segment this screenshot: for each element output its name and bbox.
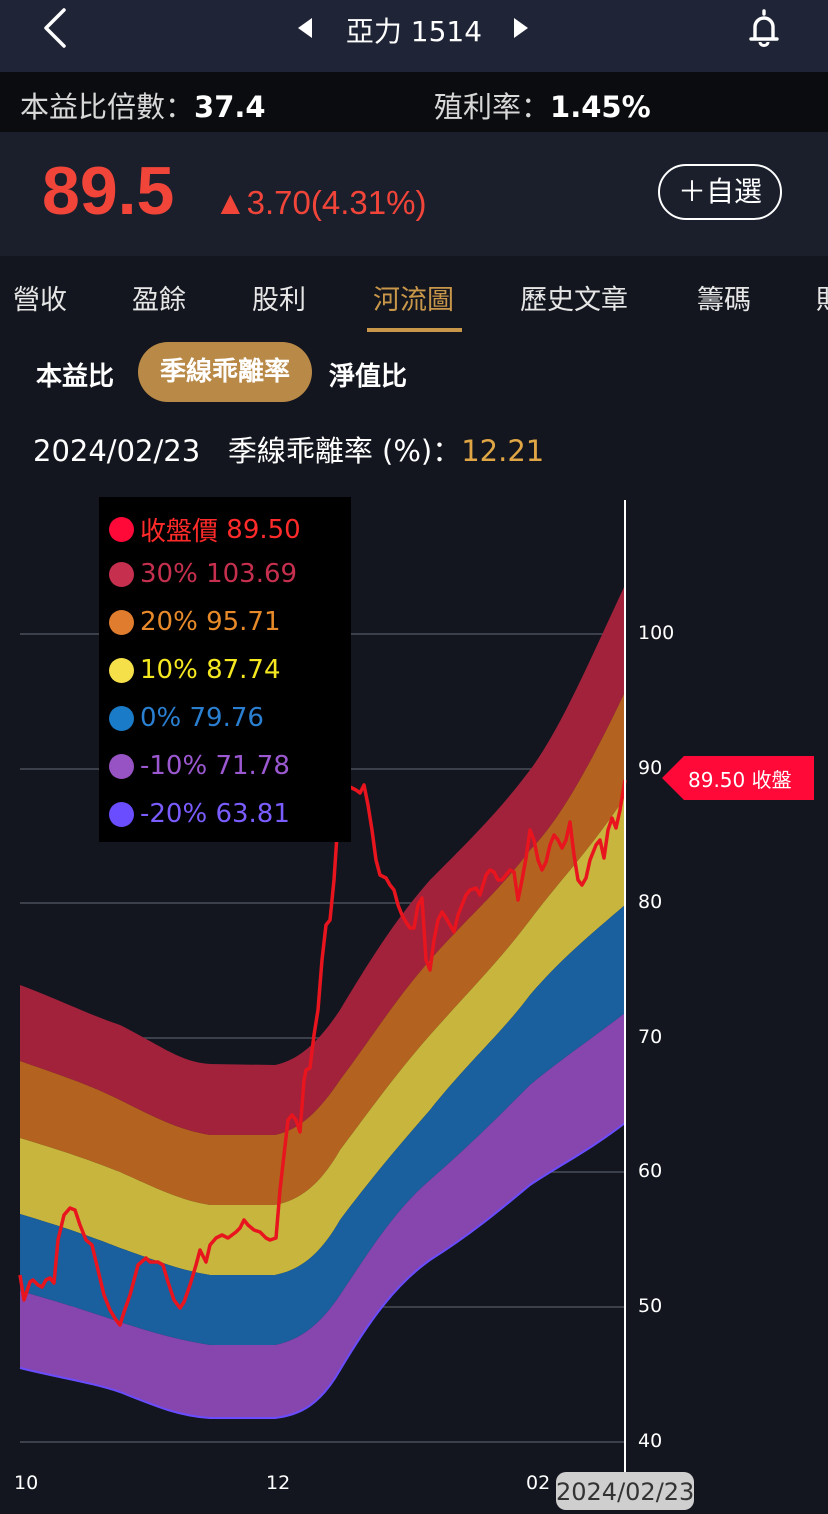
active-tab-indicator [367, 328, 462, 332]
y-tick-80: 80 [638, 891, 663, 913]
legend-value: 71.78 [215, 751, 290, 781]
last-price: 89.5 [42, 153, 175, 229]
top-nav-bar: 亞力 1514 [0, 0, 828, 72]
y-tick-50: 50 [638, 1295, 663, 1317]
next-stock-icon[interactable] [514, 18, 528, 38]
y-tick-40: 40 [638, 1430, 663, 1452]
legend-name: -10% [140, 751, 208, 781]
chart-info-line: 2024/02/23 季線乖離率 (%)：12.21 [33, 428, 544, 470]
tab-revenue[interactable]: 營收 [13, 285, 67, 316]
dot-icon [109, 517, 134, 542]
dot-icon [109, 753, 134, 779]
x-tick-10: 10 [14, 1472, 39, 1494]
info-metric-value: 12.21 [461, 434, 545, 468]
band-m20-line [19, 1122, 626, 1419]
chevron-left-icon[interactable] [38, 6, 74, 50]
main-tabs: 營收 盈餘 股利 河流圖 歷史文章 籌碼 財 [0, 256, 828, 332]
pe-label: 本益比倍數： [20, 90, 195, 124]
x-tick-12: 12 [266, 1472, 291, 1494]
price-change: ▲3.70(4.31%) [214, 184, 427, 221]
dot-icon [109, 705, 134, 731]
legend-m10: -10% 71.78 [109, 751, 290, 781]
quote-area: 89.5 ▲3.70(4.31%) ＋自選 [0, 132, 828, 256]
prev-stock-icon[interactable] [298, 18, 312, 38]
ratio-bar: 本益比倍數：37.4 殖利率：1.45% [0, 72, 828, 132]
tab-river-chart[interactable]: 河流圖 [373, 285, 454, 316]
bell-icon[interactable] [742, 6, 786, 50]
subtab-ma-bias[interactable]: 季線乖離率 [138, 342, 312, 402]
close-tag-text: 89.50 收盤 [688, 768, 792, 792]
dividend-yield: 殖利率：1.45% [434, 84, 651, 126]
legend-name: 30% [140, 559, 198, 589]
y-tick-90: 90 [638, 757, 663, 779]
legend-name: -20% [140, 799, 208, 829]
close-price-tag: 89.50 收盤 [662, 756, 814, 800]
legend-value: 79.76 [189, 703, 264, 733]
dot-icon [109, 561, 134, 587]
y-tick-70: 70 [638, 1026, 663, 1048]
tab-history-articles[interactable]: 歷史文章 [520, 285, 628, 316]
stock-title: 亞力 1514 [345, 15, 483, 48]
dot-icon [109, 609, 134, 635]
legend-10: 10% 87.74 [109, 655, 281, 685]
legend-name: 10% [140, 655, 198, 685]
tab-chips[interactable]: 籌碼 [697, 285, 751, 316]
river-chart[interactable]: 100 90 80 70 60 50 40 10 12 02 2024/02/2… [0, 480, 828, 1514]
yield-value: 1.45% [550, 90, 651, 124]
band-0 [20, 905, 625, 1345]
subtab-pe[interactable]: 本益比 [36, 362, 115, 392]
band-30 [20, 585, 625, 1135]
pe-ratio: 本益比倍數：37.4 [20, 84, 266, 126]
legend-name: 收盤價 [140, 517, 219, 547]
pe-value: 37.4 [194, 90, 266, 124]
chart-plot [18, 500, 627, 1475]
yield-label: 殖利率： [434, 90, 551, 124]
legend-name: 20% [140, 607, 198, 637]
info-metric-label: 季線乖離率 (%)： [227, 434, 462, 468]
legend-value: 103.69 [206, 559, 298, 589]
close-price-line-2 [349, 779, 627, 972]
legend-value: 95.71 [206, 607, 281, 637]
legend-value: 63.81 [215, 799, 290, 829]
band-20 [20, 692, 625, 1205]
legend-m20: -20% 63.81 [109, 799, 290, 829]
tab-dividend[interactable]: 股利 [252, 285, 306, 316]
chart-legend-tooltip: 收盤價 89.50 30% 103.69 20% 95.71 10% 87.74… [99, 497, 351, 842]
dot-icon [109, 657, 134, 683]
legend-value: 89.50 [226, 514, 301, 545]
band-m10 [20, 1013, 625, 1418]
add-watchlist-button[interactable]: ＋自選 [658, 164, 782, 220]
legend-0: 0% 79.76 [109, 703, 264, 733]
legend-close: 收盤價 89.50 [109, 511, 301, 548]
legend-name: 0% [140, 703, 182, 733]
tag-shape [662, 756, 814, 800]
legend-30: 30% 103.69 [109, 559, 297, 589]
subtab-pb[interactable]: 淨值比 [329, 362, 408, 392]
legend-20: 20% 95.71 [109, 607, 281, 637]
dot-icon [109, 801, 134, 827]
y-tick-60: 60 [638, 1160, 663, 1182]
tab-earnings[interactable]: 盈餘 [132, 285, 186, 316]
legend-value: 87.74 [206, 655, 281, 685]
x-tick-02: 02 [526, 1472, 551, 1494]
y-tick-100: 100 [638, 622, 675, 644]
info-date: 2024/02/23 [33, 434, 201, 468]
sub-tabs: 本益比 季線乖離率 淨值比 [0, 342, 828, 402]
tab-financials[interactable]: 財 [816, 278, 828, 317]
close-price-line [18, 777, 342, 1327]
cursor-date-tag: 2024/02/23 [556, 1472, 694, 1510]
